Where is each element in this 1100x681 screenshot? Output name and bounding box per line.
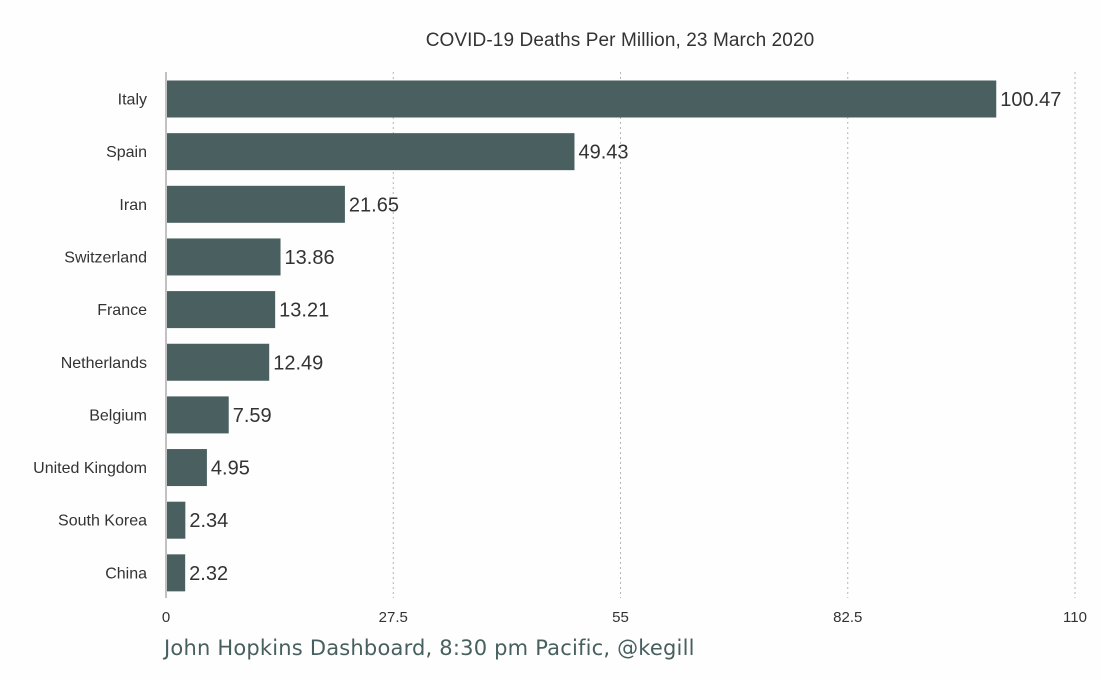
source-note: John Hopkins Dashboard, 8:30 pm Pacific,…: [164, 636, 695, 660]
x-tick-label: 0: [162, 609, 170, 626]
x-tick-label: 82.5: [833, 609, 862, 626]
category-label: Spain: [106, 144, 147, 161]
data-label: 21.65: [349, 194, 399, 216]
category-label: Netherlands: [61, 355, 147, 372]
bar: [167, 343, 270, 381]
x-tick-label: 27.5: [379, 609, 408, 626]
category-label: Italy: [118, 92, 147, 109]
data-label: 4.95: [211, 458, 250, 480]
category-label: Iran: [119, 197, 147, 214]
category-label: South Korea: [58, 513, 147, 530]
data-label: 2.32: [189, 563, 228, 585]
bar: [167, 501, 186, 539]
data-label: 13.86: [285, 247, 335, 269]
bar: [167, 554, 186, 592]
bar: [167, 396, 229, 434]
bar: [167, 291, 276, 329]
data-label: 100.47: [1000, 89, 1061, 111]
bar: [167, 185, 345, 223]
bar: [167, 80, 997, 118]
bar: [167, 133, 575, 171]
data-label: 2.34: [189, 510, 228, 532]
category-label: Belgium: [89, 407, 147, 424]
data-label: 7.59: [233, 405, 272, 427]
bar: [167, 238, 281, 276]
data-label: 12.49: [273, 352, 323, 374]
category-label: China: [105, 565, 147, 582]
category-label: United Kingdom: [33, 460, 147, 477]
category-label: France: [97, 302, 147, 319]
data-label: 49.43: [578, 142, 628, 164]
category-label: Switzerland: [64, 249, 147, 266]
bar: [167, 449, 207, 487]
x-tick-label: 110: [1063, 609, 1087, 626]
chart-title: COVID-19 Deaths Per Million, 23 March 20…: [425, 30, 815, 51]
data-label: 13.21: [279, 300, 329, 322]
x-tick-label: 55: [612, 609, 629, 626]
